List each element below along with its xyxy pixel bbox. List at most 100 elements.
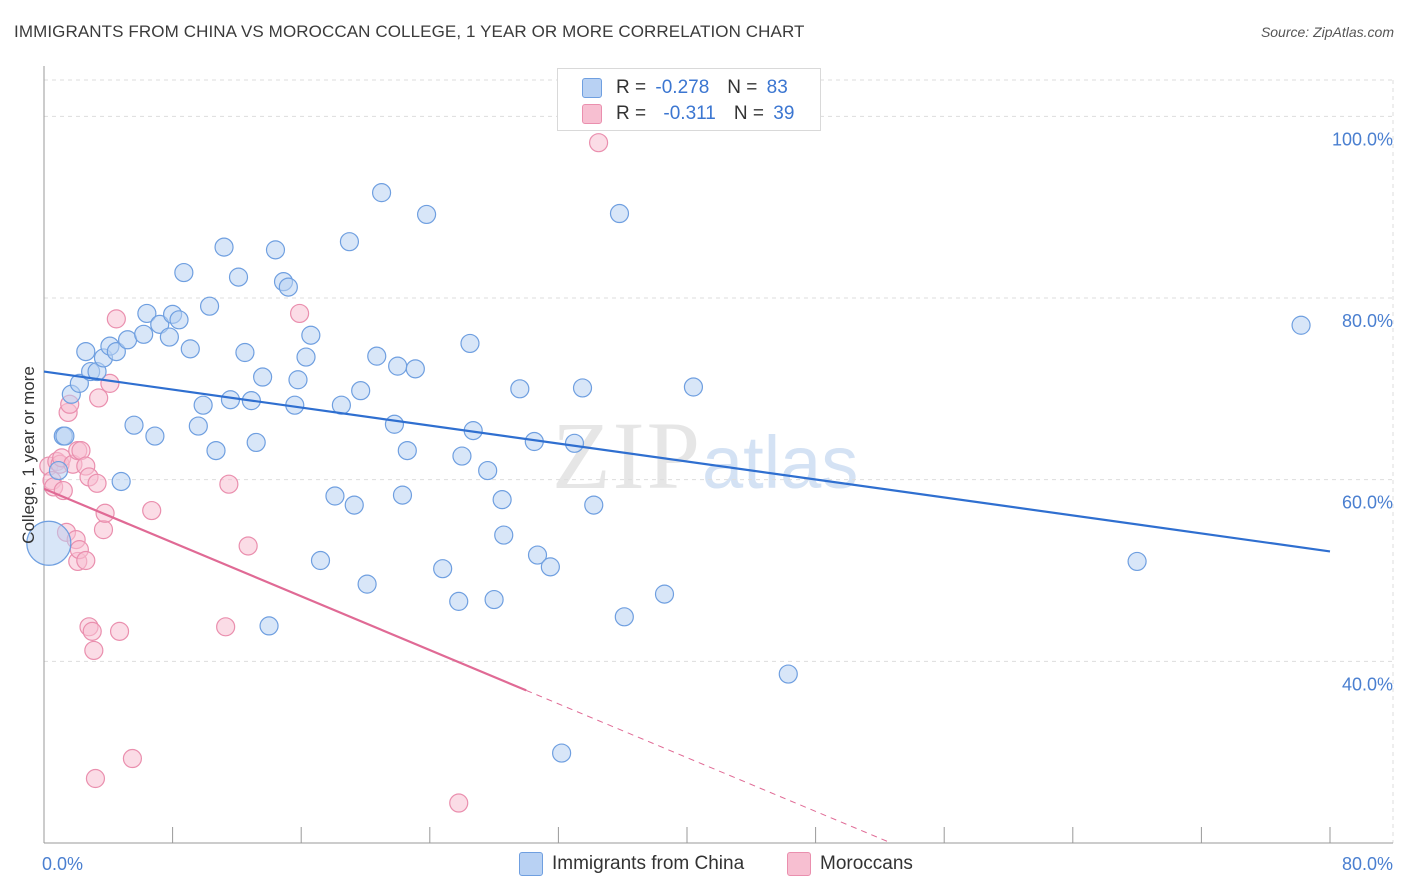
- moroccans-point: [84, 640, 104, 661]
- moroccans-point: [238, 536, 258, 556]
- china-point: [397, 441, 417, 461]
- china-point: [188, 416, 208, 436]
- china-point: [405, 359, 425, 379]
- china-point: [159, 327, 179, 347]
- bottom-swatch-moroccans: [787, 852, 811, 876]
- china-point: [246, 432, 266, 453]
- china-point: [371, 183, 392, 203]
- legend-text-moroccans: R = -0.311 N = 39: [616, 103, 795, 124]
- legend-text-china: R = -0.278 N = 83: [616, 77, 788, 98]
- grid: [44, 79, 1394, 843]
- china-point: [609, 203, 630, 224]
- china-point: [310, 550, 331, 571]
- moroccans-point: [87, 473, 107, 493]
- china-point: [106, 341, 126, 362]
- moroccans-point: [76, 550, 96, 571]
- y-tick-label: 80.0%: [1342, 311, 1393, 331]
- china-point: [278, 277, 298, 297]
- china-point: [654, 584, 675, 604]
- china-point: [76, 341, 96, 362]
- moroccans-trend-line: [43, 487, 527, 692]
- china-point: [433, 559, 453, 579]
- china-point: [174, 262, 194, 283]
- china-point: [540, 557, 560, 577]
- china-point: [388, 356, 408, 376]
- china-point: [169, 310, 189, 330]
- china-point: [55, 426, 75, 446]
- y-tick-label: 60.0%: [1342, 493, 1393, 513]
- watermark-zip: ZIP: [552, 402, 702, 509]
- china-point: [478, 460, 498, 481]
- china-point: [228, 267, 249, 287]
- moroccans-point: [289, 303, 310, 324]
- moroccans-point: [219, 474, 239, 494]
- china-point: [220, 390, 241, 410]
- china-point: [124, 415, 144, 435]
- moroccans-point: [109, 621, 130, 641]
- china-point: [199, 296, 220, 316]
- china-point: [357, 574, 377, 594]
- china-point: [69, 373, 89, 393]
- china-point: [253, 367, 273, 387]
- china-point: [296, 347, 316, 367]
- moroccans-point: [449, 793, 469, 813]
- china-point: [367, 346, 387, 366]
- china-point: [134, 324, 154, 344]
- y-tick-label: 40.0%: [1342, 674, 1393, 694]
- china-point: [117, 330, 138, 350]
- china-point: [492, 490, 512, 510]
- bottom-legend-label-china: Immigrants from China: [552, 853, 745, 874]
- moroccans-point: [89, 388, 109, 408]
- china-point: [206, 441, 226, 461]
- china-point: [48, 460, 69, 481]
- china-point: [26, 520, 72, 566]
- moroccans-point: [82, 621, 102, 641]
- china-point: [1127, 551, 1147, 572]
- moroccans-point: [106, 309, 126, 329]
- x-tick-label-min: 0.0%: [42, 854, 83, 874]
- china-point: [111, 471, 131, 492]
- china-point: [235, 342, 255, 363]
- china-point: [384, 414, 405, 434]
- correlation-legend: R = -0.278 N = 83 R = -0.311 N = 39: [557, 68, 821, 131]
- china-point: [460, 333, 480, 354]
- moroccans-point: [122, 748, 143, 769]
- china-point: [150, 314, 170, 334]
- china-point: [1291, 315, 1311, 335]
- moroccans-point: [93, 520, 114, 540]
- china-point: [614, 607, 634, 627]
- watermark: ZIPatlas: [552, 400, 858, 511]
- china-point: [449, 591, 469, 611]
- china-point: [265, 240, 286, 260]
- china-point: [214, 237, 234, 257]
- china-point: [259, 616, 279, 636]
- y-tick-label: 100.0%: [1332, 129, 1393, 149]
- china-point: [510, 379, 530, 399]
- trend-lines: [43, 370, 1331, 844]
- y-axis-title: College, 1 year or more: [19, 366, 38, 544]
- axis-labels: 40.0% 60.0% 80.0% 100.0% 0.0% 80.0% College, 1…: [19, 129, 1393, 874]
- bottom-swatch-china: [519, 852, 543, 876]
- china-point: [683, 377, 704, 397]
- china-point: [564, 433, 585, 453]
- moroccans-point: [100, 373, 120, 393]
- china-points: [26, 183, 1311, 763]
- axes: [43, 66, 1393, 844]
- moroccans-point: [85, 768, 106, 789]
- legend-swatch-china: [582, 78, 602, 98]
- china-point: [584, 495, 604, 515]
- bottom-legend-label-moroccans: Moroccans: [820, 853, 913, 874]
- legend-swatch-moroccans: [582, 104, 602, 124]
- china-point: [193, 395, 213, 415]
- china-point: [552, 743, 572, 763]
- china-point: [325, 486, 345, 506]
- china-point: [416, 204, 437, 225]
- china-point: [452, 446, 472, 466]
- china-point: [778, 664, 798, 684]
- china-trend-line: [43, 370, 1331, 553]
- moroccans-point: [142, 500, 162, 521]
- china-point: [145, 426, 165, 446]
- source-credit: Source: ZipAtlas.com: [1260, 24, 1394, 40]
- watermark-atlas: atlas: [702, 421, 859, 504]
